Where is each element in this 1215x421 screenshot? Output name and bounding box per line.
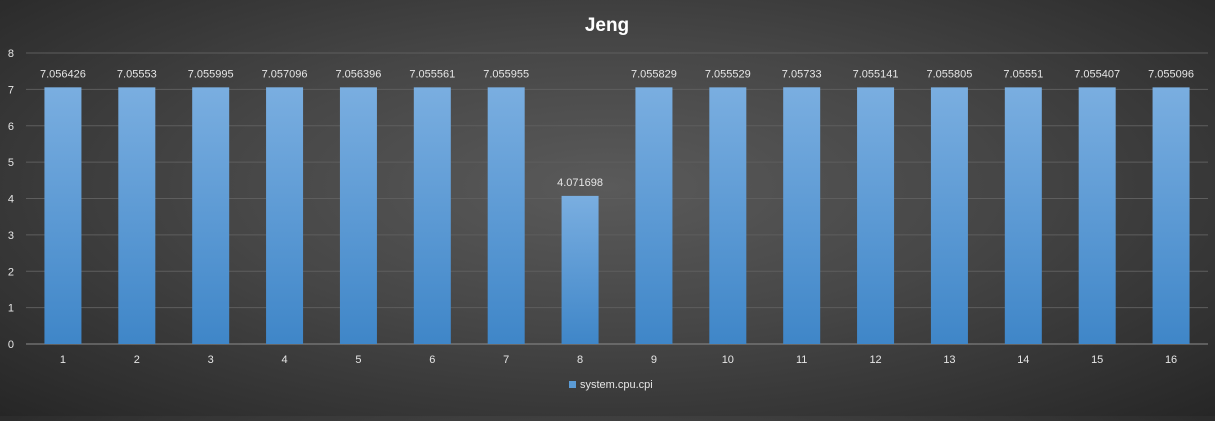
data-label: 7.055407: [1074, 68, 1120, 80]
data-label: 4.071698: [557, 177, 603, 189]
x-tick-label: 16: [1165, 354, 1177, 366]
legend-swatch: [569, 381, 576, 388]
data-label: 7.055995: [188, 68, 234, 80]
data-label: 7.05553: [117, 68, 157, 80]
x-tick-label: 13: [943, 354, 955, 366]
x-tick-label: 15: [1091, 354, 1103, 366]
y-tick-label: 6: [8, 121, 14, 133]
x-tick-label: 14: [1017, 354, 1029, 366]
x-tick-label: 5: [355, 354, 361, 366]
y-axis: 0 1 2 3 4 5 6 7 8: [8, 48, 14, 351]
data-label: 7.055141: [853, 68, 899, 80]
bars: [44, 87, 1190, 345]
data-labels: 7.056426 7.05553 7.055995 7.057096 7.056396 7…: [40, 68, 1194, 189]
bar: [783, 87, 821, 345]
data-label: 7.055096: [1148, 68, 1194, 80]
data-label: 7.057096: [262, 68, 308, 80]
data-label: 7.055805: [926, 68, 972, 80]
bar: [561, 195, 599, 344]
data-label: 7.055561: [409, 68, 455, 80]
y-tick-label: 3: [8, 230, 14, 242]
bar: [930, 87, 968, 344]
y-tick-label: 8: [8, 48, 14, 60]
x-tick-label: 12: [869, 354, 881, 366]
bar: [118, 87, 156, 344]
x-tick-label: 11: [796, 354, 807, 366]
data-label: 7.05733: [782, 68, 822, 80]
bar: [487, 87, 525, 345]
data-label: 7.055829: [631, 68, 677, 80]
bar: [339, 87, 377, 344]
bar: [709, 87, 747, 344]
x-tick-label: 2: [134, 354, 140, 366]
data-label: 7.055955: [483, 68, 529, 80]
x-axis: 1 2 3 4 5 6 7 8 9 10 11 12 13 14 15 16: [60, 354, 1177, 366]
y-tick-label: 1: [8, 303, 14, 315]
data-label: 7.056426: [40, 68, 86, 80]
x-tick-label: 8: [577, 354, 583, 366]
y-tick-label: 2: [8, 266, 14, 278]
x-tick-label: 1: [60, 354, 66, 366]
y-tick-label: 5: [8, 157, 14, 169]
bar: [44, 87, 82, 344]
chart-title: Jeng: [585, 15, 629, 36]
x-tick-label: 4: [282, 354, 288, 366]
y-tick-label: 7: [8, 84, 14, 96]
x-tick-label: 10: [722, 354, 734, 366]
x-tick-label: 7: [503, 354, 509, 366]
data-label: 7.055529: [705, 68, 751, 80]
bar: [192, 87, 230, 344]
y-tick-label: 0: [8, 339, 14, 351]
data-label: 7.056396: [335, 68, 381, 80]
x-tick-label: 6: [429, 354, 435, 366]
bar: [857, 87, 895, 344]
x-tick-label: 3: [208, 354, 214, 366]
bar: [1004, 87, 1042, 344]
data-label: 7.05551: [1003, 68, 1043, 80]
bar: [266, 87, 304, 345]
bar: [1078, 87, 1116, 345]
x-tick-label: 9: [651, 354, 657, 366]
bar: [1152, 87, 1190, 344]
bar: [413, 87, 451, 344]
y-tick-label: 4: [8, 194, 14, 206]
bar: [635, 87, 673, 344]
legend-label: system.cpu.cpi: [580, 379, 653, 391]
legend: system.cpu.cpi: [569, 379, 653, 391]
